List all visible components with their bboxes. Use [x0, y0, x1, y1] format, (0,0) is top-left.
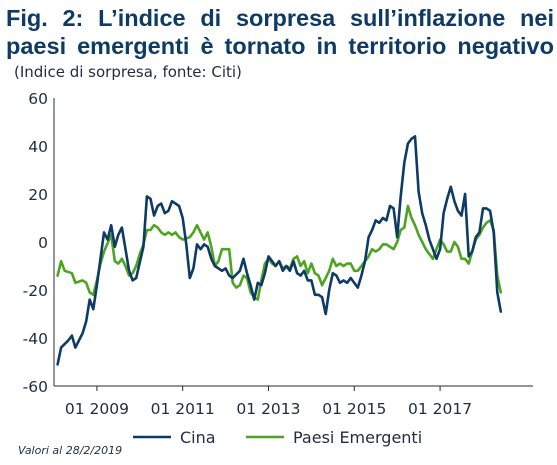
chart-title-line-1: Fig. 2: L’indice di sorpresa sull’inflaz…	[6, 5, 554, 31]
x-tick-label: 01 2013	[236, 400, 300, 418]
y-tick-label: 0	[38, 234, 48, 252]
y-tick-label: -20	[23, 282, 48, 300]
x-tick-label: 01 2017	[408, 400, 472, 418]
series-line-cina	[56, 135, 503, 366]
y-tick-label: 20	[28, 186, 48, 204]
chart-title: Fig. 2: L’indice di sorpresa sull’inflaz…	[6, 4, 554, 60]
legend-label-cina: Cina	[180, 428, 216, 447]
x-tick-label: 01 2015	[322, 400, 386, 418]
chart-subtitle: (Indice di sorpresa, fonte: Citi)	[14, 63, 242, 81]
y-tick-label: -40	[23, 330, 48, 348]
chart-axes: 60 40 20 0 -20 -40 -60 01 2009 01 2011 01 2013 01 …	[23, 90, 533, 418]
chart-legend: Cina Paesi Emergenti	[133, 428, 422, 447]
x-tick-label: 01 2009	[65, 400, 129, 418]
y-tick-label: 60	[28, 90, 48, 108]
legend-label-paesi-emergenti: Paesi Emergenti	[293, 428, 422, 447]
chart-series	[56, 135, 503, 366]
y-tick-label: -60	[23, 378, 48, 396]
chart-title-line-2: paesi emergenti è tornato in territorio …	[6, 33, 554, 59]
x-tick-label: 01 2011	[151, 400, 215, 418]
footnote: Valori al 28/2/2019	[18, 444, 123, 457]
y-tick-label: 40	[28, 138, 48, 156]
